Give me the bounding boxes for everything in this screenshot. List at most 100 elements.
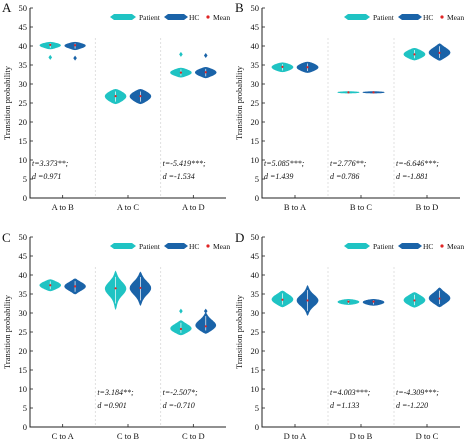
legend-swatch-mean [206,15,210,19]
legend-label-patient: Patient [139,242,161,251]
legend-swatch-patient [110,14,136,20]
y-tick-label: 25 [19,327,28,337]
legend-label-mean: Mean [447,242,464,251]
y-tick-label: 5 [23,403,27,413]
y-tick-label: 25 [251,98,260,108]
y-tick-label: 50 [251,232,260,242]
legend: Patient HC Mean [110,13,230,22]
stat-effect-size: d =-0.710 [163,401,195,410]
mean-point [204,71,207,74]
y-tick-label: 30 [251,79,260,89]
y-tick-label: 20 [251,346,260,356]
axes [261,237,460,428]
x-tick-label: D to A [284,431,308,441]
x-tick-label: B to A [284,202,307,212]
y-tick-label: 15 [19,365,28,375]
legend-label-hc: HC [423,242,433,251]
y-tick-label: 0 [255,422,259,432]
legend-swatch-patient [344,14,370,20]
mean-point [179,71,183,74]
legend: Patient HC Mean [344,242,464,251]
outlier-point [203,53,208,58]
legend-label-patient: Patient [373,242,395,251]
y-tick-label: 20 [19,117,28,127]
axes [261,8,460,199]
mean-point [347,91,350,94]
legend-swatch-mean [440,15,444,19]
y-tick-label: 20 [19,346,28,356]
mean-point [347,300,350,303]
stat-effect-size: d =-1.534 [163,172,195,181]
mean-point [372,300,375,303]
mean-point [413,53,416,56]
x-tick-label: C to A [52,431,75,441]
mean-point [114,95,117,98]
y-tick-label: 30 [19,79,28,89]
mean-point [306,299,309,302]
legend-swatch-mean [206,244,210,248]
y-tick-label: 10 [251,384,260,394]
mean-point [179,327,183,331]
axes [29,237,226,428]
mean-point [73,44,77,47]
mean-point [49,284,52,287]
y-tick-label: 35 [19,60,28,70]
outlier-point [48,54,53,60]
y-tick-label: 35 [251,289,260,299]
outlier-point [203,308,208,314]
stat-effect-size: d =1.439 [264,172,293,181]
y-tick-label: 40 [251,41,260,51]
mean-point [438,297,441,300]
y-tick-label: 15 [251,136,260,146]
stat-t-value: t=5.085***; [264,159,305,168]
x-tick-label: D to C [416,431,439,441]
y-tick-label: 40 [19,41,28,51]
mean-point [438,51,441,54]
mean-point [372,91,375,94]
y-tick-label: 10 [19,155,28,165]
x-tick-label: A to C [117,202,140,212]
stat-t-value: t=-6.646***; [396,159,439,168]
y-tick-label: 35 [19,289,28,299]
x-tick-label: C to D [182,431,205,441]
mean-point [306,66,309,69]
legend-swatch-patient [344,243,370,249]
y-axis-label: Transition probability [234,294,244,369]
y-tick-label: 50 [19,232,28,242]
stat-t-value: t=-5.419***; [163,159,206,168]
y-axis-label: Transition probability [2,65,12,140]
y-tick-label: 5 [255,403,259,413]
y-tick-label: 10 [19,384,28,394]
legend-swatch-hc [398,14,422,20]
y-axis-label: Transition probability [2,294,12,369]
legend-swatch-patient [110,243,136,249]
legend-label-hc: HC [189,13,199,22]
legend-swatch-mean [440,244,444,248]
axes [29,8,226,199]
mean-point [281,298,284,301]
y-tick-label: 40 [251,270,260,280]
y-tick-label: 5 [23,174,27,184]
mean-point [139,286,142,290]
panel-label: A [2,0,12,15]
legend-label-hc: HC [189,242,199,251]
stat-effect-size: d =0.901 [97,401,126,410]
y-tick-label: 25 [251,327,260,337]
legend-label-patient: Patient [139,13,161,22]
y-tick-label: 40 [19,270,28,280]
y-tick-label: 30 [19,308,28,318]
y-tick-label: 45 [19,22,28,32]
panel-label: C [2,230,11,245]
y-tick-label: 35 [251,60,260,70]
mean-point [281,65,284,68]
legend-label-mean: Mean [213,242,230,251]
outlier-point [73,55,77,61]
y-tick-label: 50 [19,3,28,13]
panel-d: D 0 5 10 15 20 25 30 35 40 45 50 Transition probabil… [234,230,464,441]
outlier-point [179,51,183,57]
y-tick-label: 45 [251,251,260,261]
panel-b: B 0 5 10 15 20 25 30 35 40 45 50 Transition probabil… [234,0,464,212]
mean-point [204,325,207,328]
mean-point [49,43,52,46]
